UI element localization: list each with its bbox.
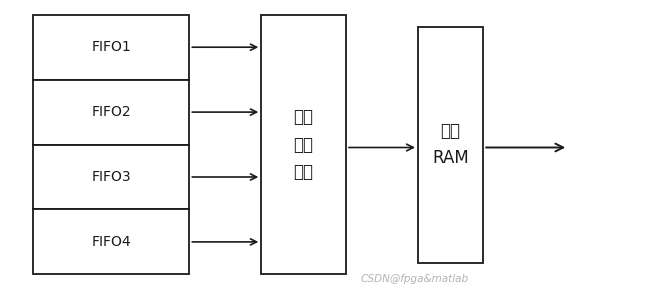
FancyBboxPatch shape — [33, 15, 189, 80]
Text: CSDN@fpga&matlab: CSDN@fpga&matlab — [360, 274, 469, 284]
Text: 存储
控制
逻辑: 存储 控制 逻辑 — [294, 108, 313, 181]
Text: 双口
RAM: 双口 RAM — [432, 122, 469, 168]
Text: FIFO4: FIFO4 — [91, 235, 131, 249]
FancyBboxPatch shape — [418, 27, 483, 263]
Text: FIFO3: FIFO3 — [91, 170, 131, 184]
FancyBboxPatch shape — [33, 145, 189, 209]
FancyBboxPatch shape — [261, 15, 346, 274]
Text: FIFO2: FIFO2 — [91, 105, 131, 119]
FancyBboxPatch shape — [33, 80, 189, 145]
FancyBboxPatch shape — [33, 209, 189, 274]
Text: FIFO1: FIFO1 — [91, 40, 131, 54]
